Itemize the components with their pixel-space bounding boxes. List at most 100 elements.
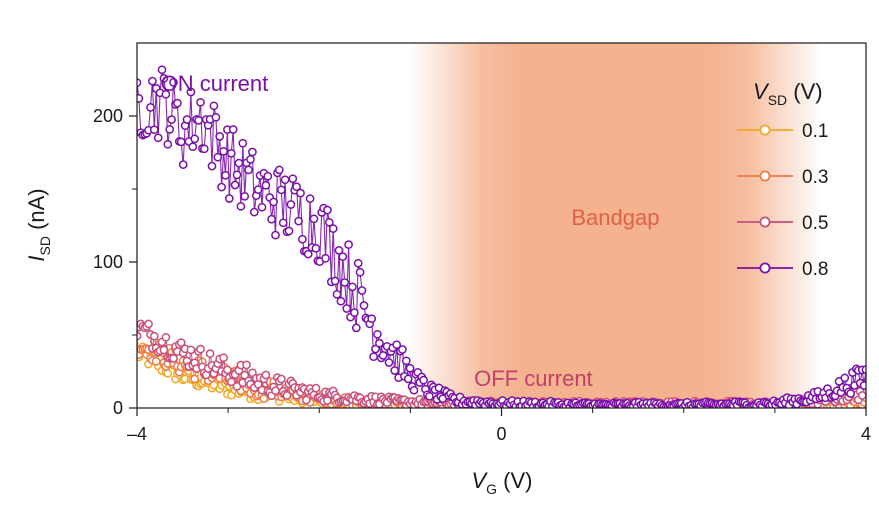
data-point <box>149 125 159 135</box>
data-point <box>846 389 855 398</box>
legend-title-main: V <box>753 79 770 104</box>
bandgap-region <box>408 43 822 408</box>
data-point <box>348 282 357 292</box>
data-point <box>169 354 178 363</box>
data-point <box>284 226 294 236</box>
data-point <box>149 331 159 341</box>
data-point <box>207 161 217 171</box>
legend-marker <box>759 170 771 182</box>
data-point <box>226 148 236 158</box>
data-point <box>403 374 413 384</box>
data-point <box>186 345 196 355</box>
data-point <box>280 175 290 185</box>
data-point <box>401 356 411 366</box>
data-point <box>165 125 175 134</box>
y-axis-title: ISD (nA) <box>24 188 53 261</box>
data-point <box>321 253 330 263</box>
bandgap-label: Bandgap <box>571 205 659 230</box>
data-point <box>309 214 319 224</box>
on-current-label: ON current <box>161 71 269 96</box>
data-point <box>353 258 363 268</box>
data-point <box>357 286 367 295</box>
data-point <box>298 234 307 244</box>
legend-entry-0.5: 0.5 <box>737 213 828 234</box>
y-tick-label: 100 <box>93 252 123 272</box>
data-point <box>194 115 203 125</box>
data-point <box>146 103 155 112</box>
data-point <box>215 132 225 141</box>
data-point <box>323 396 332 405</box>
data-point <box>350 308 359 317</box>
y-tick-label: 200 <box>93 106 123 126</box>
data-point <box>296 188 305 198</box>
data-point <box>219 353 228 363</box>
data-point <box>330 276 340 286</box>
data-point <box>261 180 271 190</box>
legend-title-unit: (V) <box>787 79 822 104</box>
legend-entry-0.1: 0.1 <box>737 121 828 142</box>
data-point <box>178 160 188 169</box>
data-point <box>151 356 161 366</box>
data-point <box>188 142 198 152</box>
data-point <box>223 365 232 375</box>
data-point <box>384 358 394 367</box>
data-point <box>217 182 226 192</box>
data-point <box>236 201 246 211</box>
data-point <box>342 304 352 313</box>
data-point <box>334 246 344 255</box>
data-point <box>137 78 142 88</box>
data-point <box>219 146 228 156</box>
data-point <box>369 352 378 362</box>
data-point <box>375 338 384 348</box>
data-point <box>278 218 288 228</box>
data-point <box>857 391 866 400</box>
data-point <box>242 360 251 370</box>
x-axis-title-unit: (V) <box>497 468 532 493</box>
data-point <box>159 345 169 355</box>
data-point <box>186 87 196 97</box>
legend-title-sub: SD <box>768 92 787 108</box>
data-point <box>336 296 346 306</box>
data-point <box>269 197 278 207</box>
data-point <box>267 214 276 224</box>
data-point <box>373 329 382 339</box>
data-point <box>861 365 866 374</box>
data-point <box>211 112 221 122</box>
data-point <box>228 125 238 134</box>
data-point <box>405 363 415 373</box>
data-point <box>355 267 365 277</box>
x-tick-label: 0 <box>496 424 506 444</box>
data-point <box>392 340 402 350</box>
data-point <box>371 344 380 354</box>
data-point <box>311 243 321 253</box>
legend-label: 0.3 <box>802 167 828 188</box>
data-point <box>286 200 296 209</box>
y-axis-title-unit: (nA) <box>24 188 49 236</box>
x-tick-label: –4 <box>127 424 147 444</box>
data-point <box>190 134 200 144</box>
data-point <box>257 202 267 212</box>
x-tick-label: 4 <box>861 424 871 444</box>
data-point <box>253 185 263 194</box>
data-point <box>261 370 271 380</box>
data-point <box>859 381 866 390</box>
data-point <box>161 332 171 342</box>
data-point <box>249 207 259 217</box>
data-point <box>144 319 153 329</box>
legend-label: 0.5 <box>802 213 828 234</box>
data-point <box>276 374 286 384</box>
data-point <box>282 391 292 400</box>
legend-marker <box>759 262 771 274</box>
data-point <box>213 152 223 162</box>
data-point <box>196 97 205 107</box>
legend-marker <box>759 216 771 228</box>
data-point <box>323 205 332 215</box>
data-point <box>359 301 369 310</box>
data-point <box>232 170 242 180</box>
data-point <box>246 155 255 164</box>
data-point <box>137 331 142 341</box>
data-point <box>305 194 315 203</box>
data-point <box>367 314 377 324</box>
data-point <box>234 158 244 168</box>
data-point <box>274 165 284 175</box>
